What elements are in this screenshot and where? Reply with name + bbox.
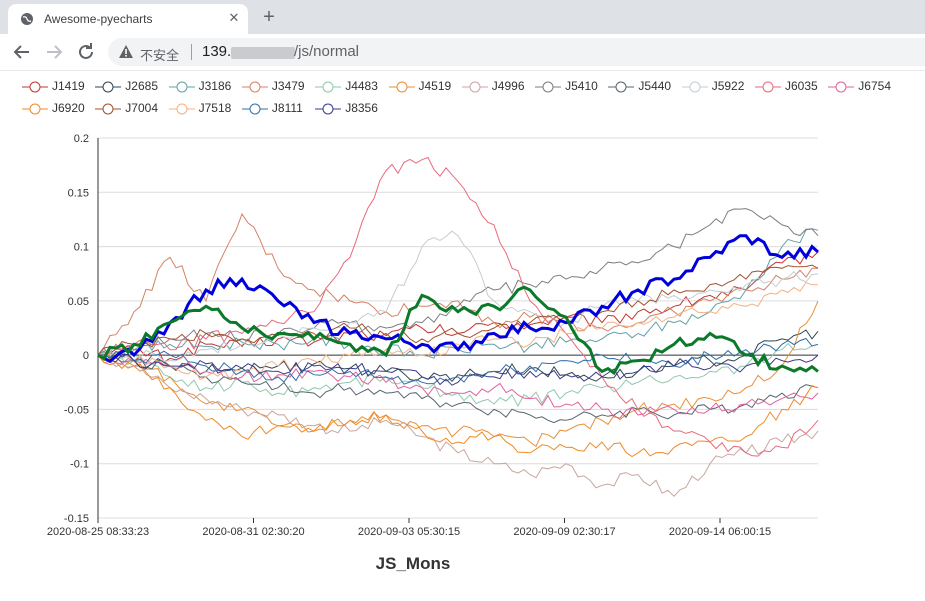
legend-label: J8111 — [271, 101, 303, 115]
legend-label: J5922 — [711, 79, 745, 93]
y-tick-label: -0.05 — [64, 404, 89, 416]
legend-marker-icon — [168, 103, 195, 115]
legend-label: J1419 — [52, 79, 85, 93]
tab-strip: Awesome-pyecharts ✕ + — [0, 0, 925, 34]
legend-label: J6920 — [52, 101, 85, 115]
legend-label: J6754 — [858, 79, 891, 93]
series-line-J6754 — [97, 354, 819, 419]
legend-label: J7004 — [125, 101, 158, 115]
y-tick-label: 0.1 — [74, 242, 89, 254]
series-line-J5410 — [97, 208, 819, 358]
legend-marker-icon — [315, 103, 342, 115]
y-tick-label: 0.15 — [68, 187, 89, 199]
legend-marker-icon — [681, 81, 708, 93]
chart-axes: 0.2 0.15 0.1 0.05 0 -0.05 -0.1 -0.152020-08-25 … — [47, 133, 771, 538]
legend-marker-icon — [95, 103, 122, 115]
close-tab-icon[interactable]: ✕ — [228, 10, 240, 25]
legend-label: J2685 — [125, 79, 158, 93]
series-line-J5440 — [97, 351, 819, 424]
y-tick-label: 0 — [83, 350, 89, 362]
reload-icon[interactable] — [74, 40, 98, 64]
legend-label: J5440 — [638, 79, 672, 93]
browser-tab[interactable]: Awesome-pyecharts ✕ — [8, 4, 248, 34]
legend-marker-icon — [755, 81, 781, 93]
legend-marker-icon — [241, 81, 268, 93]
globe-icon — [21, 13, 33, 25]
y-tick-label: 0.05 — [68, 296, 89, 308]
legend-label: J4519 — [418, 79, 452, 93]
series-line-J4996 — [97, 354, 819, 498]
legend-label: J4483 — [345, 79, 378, 93]
security-label[interactable]: 不安全 — [140, 48, 180, 63]
redacted-host — [231, 47, 295, 59]
series-line-J8356 — [97, 354, 819, 386]
omnibox-separator — [191, 44, 192, 60]
y-tick-label: -0.15 — [64, 513, 89, 525]
url-host: 139. — [202, 43, 232, 60]
browser-toolbar: 不安全 139. /js/normal — [0, 34, 925, 71]
x-tick-label: 2020-08-31 02:30:20 — [202, 526, 304, 538]
x-tick-label: 2020-09-03 05:30:15 — [358, 526, 460, 538]
legend-marker-icon — [241, 103, 268, 115]
series-line-J2685 — [97, 329, 819, 383]
legend-label: J7518 — [198, 101, 232, 115]
series-line-highlight — [97, 234, 820, 364]
legend-marker-icon — [608, 81, 635, 93]
back-arrow-icon[interactable] — [10, 40, 34, 64]
series-line-J6920 — [97, 354, 819, 458]
legend-marker-icon — [95, 81, 122, 93]
legend-marker-icon — [315, 81, 342, 93]
legend-label: J8356 — [345, 101, 378, 115]
x-tick-label: 2020-09-09 02:30:17 — [513, 526, 615, 538]
legend-marker-icon — [22, 103, 48, 115]
grid-lines — [98, 137, 818, 519]
series-line-J4519 — [97, 300, 819, 448]
new-tab-button[interactable]: + — [263, 6, 275, 28]
legend-marker-icon — [535, 81, 562, 93]
series-line-J3479 — [97, 212, 818, 356]
series-line-highlight — [97, 285, 819, 376]
y-tick-label: -0.1 — [70, 459, 89, 471]
x-tick-label: 2020-09-14 06:00:15 — [669, 526, 771, 538]
legend-label: J6035 — [785, 79, 818, 93]
series-line-J7518 — [97, 281, 819, 381]
y-tick-label: 0.2 — [74, 133, 89, 145]
legend-marker-icon — [168, 81, 195, 93]
legend-marker-icon — [461, 81, 488, 93]
legend-label: J3479 — [271, 79, 305, 93]
forward-arrow-icon[interactable] — [42, 40, 66, 64]
legend-marker-icon — [828, 81, 855, 93]
series-line-J6035 — [97, 156, 819, 457]
x-axis-name: JS_Mons — [376, 554, 451, 573]
warning-icon — [119, 45, 133, 58]
legend-marker-icon — [22, 81, 48, 93]
x-tick-label: 2020-08-25 08:33:23 — [47, 526, 149, 538]
tab-title: Awesome-pyecharts — [44, 12, 153, 26]
chart-series — [97, 156, 820, 498]
series-line-J5922 — [97, 230, 819, 362]
series-line-J8111 — [97, 337, 819, 385]
address-bar[interactable]: 不安全 139. /js/normal — [108, 38, 925, 66]
legend-label: J3186 — [198, 79, 232, 93]
url-path: /js/normal — [294, 43, 360, 60]
legend-marker-icon — [388, 81, 415, 93]
series-line-J7004 — [97, 264, 819, 356]
legend-label: J5410 — [565, 79, 598, 93]
legend-label: J4996 — [491, 79, 525, 93]
